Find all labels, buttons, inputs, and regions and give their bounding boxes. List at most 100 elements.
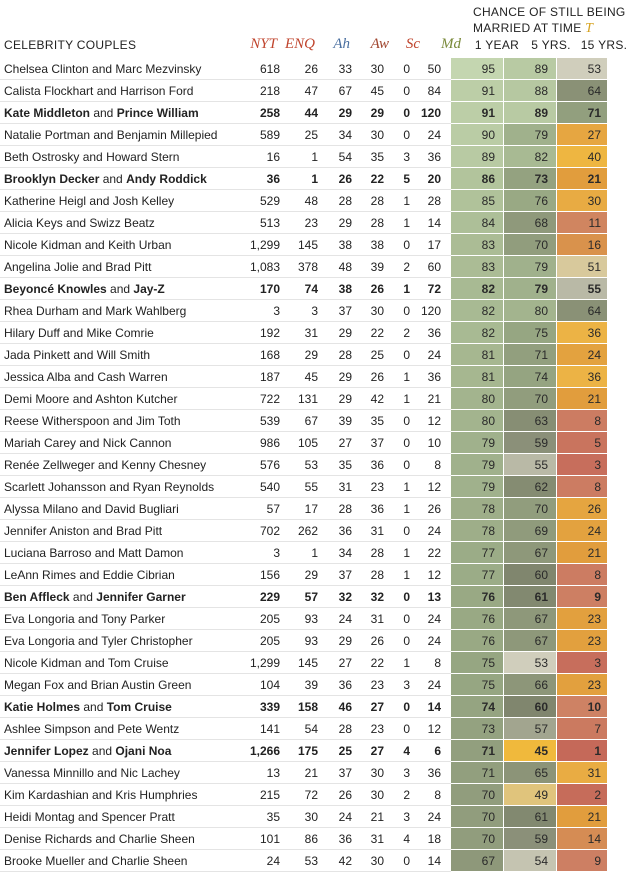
partner-one: Heidi Montag	[4, 809, 75, 824]
couple-name: LeAnn Rimes and Eddie Cibrian	[0, 563, 244, 586]
partner-one: Natalie Portman	[4, 127, 91, 142]
partner-one: Nicole Kidman	[4, 655, 82, 670]
spacer	[441, 651, 451, 674]
prob-cell-p5: 49	[503, 783, 557, 806]
cell-sc: 2	[384, 255, 410, 278]
partner-one: Jennifer Lopez	[4, 743, 89, 758]
partner-two: Marc Mezvinsky	[115, 61, 202, 76]
cell-enq: 55	[280, 475, 318, 498]
cell-ah: 24	[318, 607, 352, 630]
cell-enq: 262	[280, 519, 318, 542]
cell-aw: 38	[352, 233, 384, 256]
chance-title: CHANCE OF STILL BEING MARRIED AT TIME T	[473, 4, 629, 37]
prob-cell-p5: 70	[503, 233, 557, 256]
partner-two: Eddie Cibrian	[102, 567, 175, 582]
table-row: Brooke Mueller and Charlie Sheen 24 53 42 30…	[0, 849, 608, 872]
partner-two: Nick Cannon	[102, 435, 172, 450]
and-word: and	[78, 303, 106, 318]
cell-md: 21	[410, 387, 441, 410]
prob-cell-p1: 70	[451, 783, 504, 806]
table-row: Ben Affleck and Jennifer Garner 229 57 32 32…	[0, 585, 608, 608]
cell-aw: 37	[352, 431, 384, 454]
cell-nyt: 3	[244, 541, 280, 564]
table-row: Scarlett Johansson and Ryan Reynolds 540 5…	[0, 475, 608, 498]
prob-cell-p15: 21	[556, 541, 608, 564]
cell-nyt: 1,083	[244, 255, 280, 278]
cell-enq: 26	[280, 58, 318, 80]
prob-cell-p1: 76	[451, 585, 504, 608]
and-word: and	[62, 215, 90, 230]
partner-one: Eva Longoria	[4, 611, 75, 626]
cell-ah: 37	[318, 761, 352, 784]
cell-enq: 72	[280, 783, 318, 806]
and-word: and	[88, 61, 116, 76]
prob-cell-p5: 88	[503, 79, 557, 102]
cell-aw: 36	[352, 497, 384, 520]
table-row: Brooklyn Decker and Andy Roddick 36 1 26 22 5…	[0, 167, 608, 190]
and-word: and	[80, 699, 107, 714]
couple-name: Angelina Jolie and Brad Pitt	[0, 255, 244, 278]
prob-cell-p15: 36	[556, 365, 608, 388]
prob-cell-p1: 77	[451, 563, 504, 586]
cell-ah: 31	[318, 475, 352, 498]
table-row: Kate Middleton and Prince William 258 44 29…	[0, 101, 608, 124]
cell-sc: 2	[384, 321, 410, 344]
prob-cell-p15: 9	[556, 849, 608, 872]
cell-enq: 145	[280, 233, 318, 256]
couple-name: Jennifer Lopez and Ojani Noa	[0, 739, 244, 762]
couple-name: Nicole Kidman and Tom Cruise	[0, 651, 244, 674]
cell-nyt: 104	[244, 673, 280, 696]
partner-one: Ben Affleck	[4, 589, 70, 604]
cell-md: 14	[410, 211, 441, 234]
cell-ah: 29	[318, 321, 352, 344]
spacer	[441, 255, 451, 278]
couple-name: Hilary Duff and Mike Comrie	[0, 321, 244, 344]
partner-two: Brian Austin Green	[90, 677, 192, 692]
cell-ah: 35	[318, 453, 352, 476]
cell-enq: 57	[280, 585, 318, 608]
cell-sc: 0	[384, 101, 410, 124]
couple-name: Demi Moore and Ashton Kutcher	[0, 387, 244, 410]
partner-one: Demi Moore	[4, 391, 70, 406]
partner-two: Jay-Z	[133, 281, 165, 296]
and-word: and	[64, 677, 91, 692]
prob-cell-p15: 55	[556, 277, 608, 300]
partner-one: Kim Kardashian	[4, 787, 89, 802]
prob-cell-p5: 66	[503, 673, 557, 696]
spacer	[441, 409, 451, 432]
cell-ah: 33	[318, 58, 352, 80]
partner-one: Brooke Mueller	[4, 853, 85, 868]
cell-nyt: 187	[244, 365, 280, 388]
and-word: and	[91, 545, 119, 560]
cell-enq: 105	[280, 431, 318, 454]
partner-one: LeAnn Rimes	[4, 567, 77, 582]
table-row: Nicole Kidman and Keith Urban 1,299 145 38 3…	[0, 233, 608, 256]
cell-sc: 0	[384, 849, 410, 872]
column-header-nyt: NYT	[250, 36, 277, 52]
partner-one: Jennifer Aniston	[4, 523, 90, 538]
prob-cell-p1: 79	[451, 453, 504, 476]
partner-two: Ojani Noa	[115, 743, 172, 758]
prob-cell-p15: 8	[556, 563, 608, 586]
cell-sc: 3	[384, 145, 410, 168]
cell-md: 84	[410, 79, 441, 102]
prob-cell-p5: 76	[503, 189, 557, 212]
cell-enq: 1	[280, 541, 318, 564]
prob-cell-p1: 85	[451, 189, 504, 212]
prob-cell-p1: 76	[451, 607, 504, 630]
cell-ah: 67	[318, 79, 352, 102]
spacer	[441, 453, 451, 476]
table-row: Hilary Duff and Mike Comrie 192 31 29 22 2 36 8…	[0, 321, 608, 344]
and-word: and	[76, 567, 103, 582]
prob-cell-p5: 62	[503, 475, 557, 498]
cell-enq: 23	[280, 211, 318, 234]
couple-name: Reese Witherspoon and Jim Toth	[0, 409, 244, 432]
cell-aw: 22	[352, 167, 384, 190]
partner-one: Calista Flockhart	[4, 83, 94, 98]
cell-enq: 67	[280, 409, 318, 432]
table-row: Angelina Jolie and Brad Pitt 1,083 378 48 39…	[0, 255, 608, 278]
and-word: and	[89, 523, 117, 538]
cell-ah: 36	[318, 519, 352, 542]
cell-nyt: 35	[244, 805, 280, 828]
prob-cell-p5: 73	[503, 167, 557, 190]
